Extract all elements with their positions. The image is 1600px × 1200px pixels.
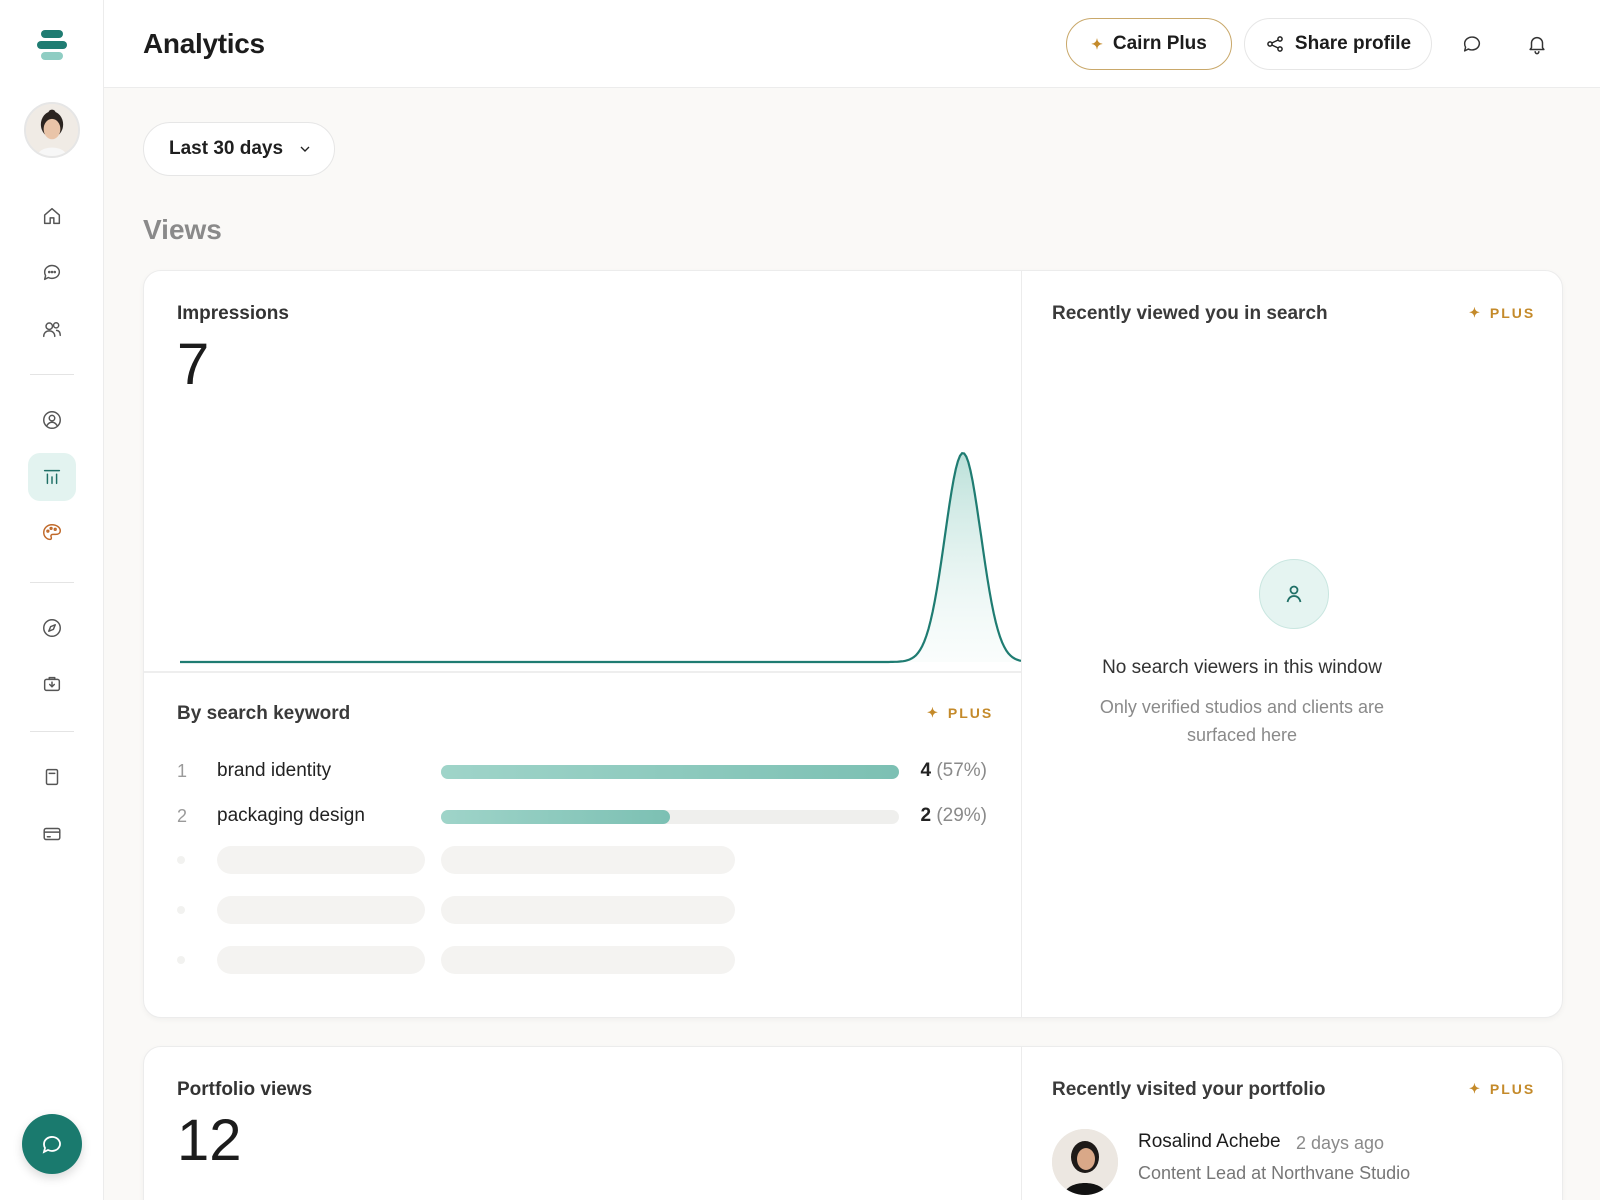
app-logo[interactable]	[37, 30, 67, 62]
briefcase-icon[interactable]	[28, 660, 76, 708]
skeleton-bar	[217, 846, 425, 874]
impressions-area	[180, 453, 1021, 662]
sparkle-icon: ✦	[927, 705, 940, 720]
palette-icon[interactable]	[28, 509, 76, 557]
plus-tag-label: PLUS	[1489, 305, 1536, 321]
card-icon[interactable]	[28, 810, 76, 858]
plus-tag-label: PLUS	[1489, 1081, 1536, 1097]
analytics-icon[interactable]	[28, 453, 76, 501]
visitor-name[interactable]: Rosalind Achebe	[1138, 1131, 1281, 1152]
plus-tag-label: PLUS	[947, 705, 994, 721]
user-avatar[interactable]	[24, 102, 80, 158]
keyword-bar	[441, 765, 899, 779]
portfolio-views-label: Portfolio views	[177, 1079, 313, 1100]
top-header: Analytics ✦ Cairn Plus Share profile	[104, 0, 1600, 88]
date-range-select[interactable]: Last 30 days	[143, 122, 335, 176]
compass-icon[interactable]	[28, 604, 76, 652]
skeleton-dot	[177, 906, 185, 914]
cairn-plus-label: Cairn Plus	[1112, 33, 1207, 54]
portfolio-visitors-title: Recently visited your portfolio	[1052, 1079, 1326, 1100]
impressions-label: Impressions	[177, 303, 289, 324]
bell-icon[interactable]	[1519, 26, 1555, 62]
keyword-value: 4 (57%)	[920, 760, 987, 781]
document-icon[interactable]	[28, 753, 76, 801]
keyword-value: 2 (29%)	[920, 805, 987, 826]
keyword-rank: 2	[177, 806, 188, 826]
skeleton-bar	[217, 946, 425, 974]
cairn-plus-button[interactable]: ✦ Cairn Plus	[1066, 18, 1232, 70]
sidebar	[0, 0, 104, 1200]
skeleton-bar	[217, 896, 425, 924]
empty-state-user-icon	[1259, 559, 1329, 629]
sparkle-icon: ✦	[1091, 35, 1103, 52]
keyword-rank: 1	[177, 761, 188, 781]
keyword-row[interactable]: 1 brand identity 4 (57%)	[177, 757, 987, 787]
impressions-value: 7	[177, 332, 210, 397]
chat-icon[interactable]	[1454, 26, 1490, 62]
page-title: Analytics	[143, 28, 265, 59]
chevron-down-icon	[300, 146, 310, 152]
skeleton-bar	[441, 846, 735, 874]
keyword-name: brand identity	[217, 760, 332, 781]
keyword-bar	[441, 810, 899, 824]
sparkle-icon: ✦	[1469, 1081, 1482, 1096]
share-icon	[1267, 36, 1283, 52]
chat-fab-button[interactable]	[22, 1114, 82, 1174]
empty-state-title: No search viewers in this window	[1102, 657, 1382, 678]
home-icon[interactable]	[28, 192, 76, 240]
date-range-label: Last 30 days	[169, 138, 284, 159]
messages-icon[interactable]	[28, 248, 76, 296]
visitor-role: Content Lead at Northvane Studio	[1138, 1163, 1411, 1183]
visitor-time: 2 days ago	[1296, 1133, 1385, 1153]
skeleton-dot	[177, 856, 185, 864]
keywords-title: By search keyword	[177, 703, 351, 724]
skeleton-bar	[441, 896, 735, 924]
impressions-card: Impressions 7 By search keyword ✦ PLUS 1…	[143, 270, 1563, 1018]
visitor-avatar[interactable]	[1052, 1129, 1118, 1195]
profile-icon[interactable]	[28, 396, 76, 444]
keyword-row[interactable]: 2 packaging design 2 (29%)	[177, 802, 987, 832]
portfolio-visitors-plus-tag[interactable]: ✦ PLUS	[1469, 1081, 1535, 1097]
share-profile-button[interactable]: Share profile	[1244, 18, 1432, 70]
share-profile-label: Share profile	[1294, 33, 1412, 54]
keyword-name: packaging design	[217, 805, 365, 826]
search-viewers-plus-tag[interactable]: ✦ PLUS	[1469, 305, 1535, 321]
keywords-plus-tag[interactable]: ✦ PLUS	[927, 705, 993, 721]
skeleton-dot	[177, 956, 185, 964]
views-section-title: Views	[143, 214, 222, 245]
impressions-chart	[180, 452, 1021, 664]
sparkle-icon: ✦	[1469, 305, 1482, 320]
portfolio-views-value: 12	[177, 1108, 242, 1173]
portfolio-card: Portfolio views 12 Recently visited your…	[143, 1046, 1563, 1200]
people-icon[interactable]	[28, 305, 76, 353]
empty-state-subtitle: Only verified studios and clients are su…	[1099, 697, 1385, 745]
skeleton-bar	[441, 946, 735, 974]
search-viewers-title: Recently viewed you in search	[1052, 303, 1328, 324]
impressions-line	[180, 452, 1021, 664]
